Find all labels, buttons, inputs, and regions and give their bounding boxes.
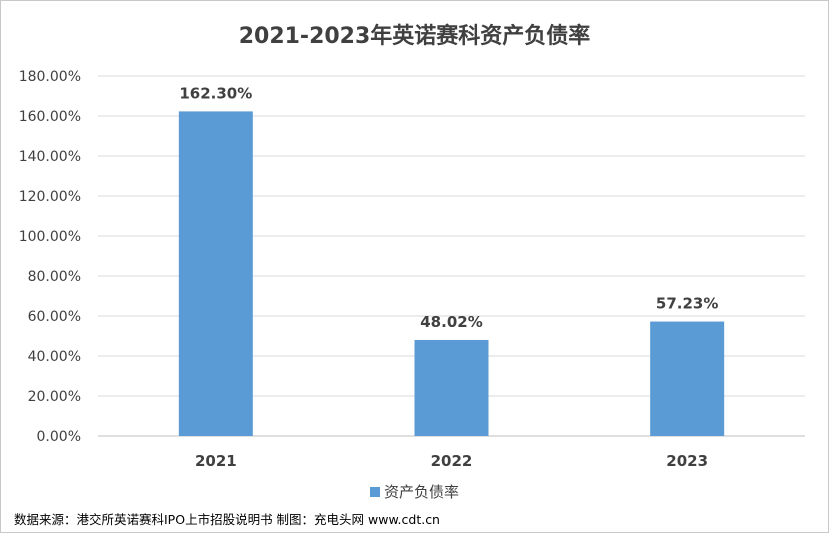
- x-tick-label: 2023: [666, 452, 708, 470]
- data-label-2021: 162.30%: [179, 84, 252, 102]
- y-tick-label: 20.00%: [28, 389, 81, 405]
- y-tick-label: 120.00%: [19, 189, 81, 205]
- y-tick-label: 160.00%: [19, 109, 81, 125]
- source-note: 数据来源：港交所英诺赛科IPO上市招股说明书 制图：充电头网 www.cdt.c…: [14, 512, 440, 527]
- x-tick-label: 2022: [431, 452, 473, 470]
- bar-2022: [414, 339, 489, 436]
- y-tick-label: 0.00%: [37, 429, 81, 445]
- y-tick-label: 140.00%: [19, 149, 81, 165]
- chart-title: 2021-2023年英诺赛科资产负债率: [238, 24, 591, 49]
- y-tick-label: 100.00%: [19, 229, 81, 245]
- bar-2023: [650, 321, 725, 436]
- legend: 资产负债率: [0, 481, 829, 502]
- legend-label: 资产负债率: [383, 483, 459, 501]
- y-tick-label: 180.00%: [19, 69, 81, 85]
- data-label-2023: 57.23%: [656, 295, 718, 313]
- y-tick-label: 60.00%: [28, 309, 81, 325]
- y-tick-label: 40.00%: [28, 349, 81, 365]
- legend-swatch: [369, 487, 380, 497]
- bar-2021: [178, 111, 253, 437]
- data-label-2022: 48.02%: [420, 313, 482, 331]
- y-tick-label: 80.00%: [28, 269, 81, 285]
- x-tick-label: 2021: [195, 452, 237, 470]
